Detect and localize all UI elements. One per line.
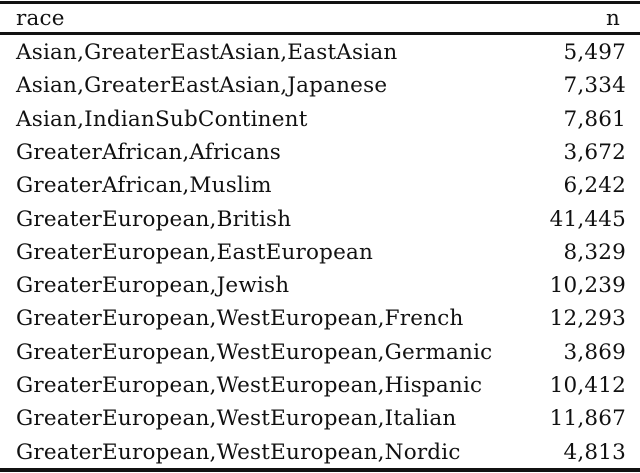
n-cell: 41,445 [549, 206, 626, 232]
table-row: GreaterEuropean,EastEuropean 8,329 [0, 236, 640, 269]
race-cell: GreaterEuropean,WestEuropean,French [16, 306, 464, 332]
header-race: race [16, 6, 65, 31]
table-row: GreaterEuropean,WestEuropean,Nordic 4,813 [0, 436, 640, 469]
header-n: n [605, 6, 620, 31]
race-cell: GreaterEuropean,EastEuropean [16, 239, 374, 265]
n-cell: 10,412 [549, 373, 626, 398]
race-cell: GreaterAfrican,Africans [16, 139, 282, 165]
n-cell: 8,329 [563, 239, 626, 265]
table-row: Asian,GreaterEastAsian,Japanese 7,334 [0, 69, 640, 102]
n-cell: 3,672 [563, 139, 626, 165]
race-cell: Asian,GreaterEastAsian,Japanese [16, 73, 388, 99]
table-row: GreaterAfrican,Muslim 6,242 [0, 169, 640, 202]
table-row: GreaterEuropean,WestEuropean,Italian 11,8… [0, 402, 640, 435]
header-rule [0, 32, 640, 35]
table-row: Asian,GreaterEastAsian,EastAsian 5,497 [0, 36, 640, 69]
race-cell: Asian,IndianSubContinent [16, 106, 308, 132]
table-row: Asian,IndianSubContinent 7,861 [0, 103, 640, 136]
race-cell: GreaterEuropean,WestEuropean,Hispanic [16, 373, 483, 398]
bottom-rule [0, 468, 640, 472]
race-cell: GreaterEuropean,Jewish [16, 273, 290, 299]
table-row: GreaterEuropean,Jewish 10,239 [0, 269, 640, 302]
n-cell: 12,293 [549, 306, 626, 332]
n-cell: 7,861 [563, 106, 626, 132]
table-row: GreaterEuropean,WestEuropean,French 12,29… [0, 302, 640, 335]
n-cell: 5,497 [563, 40, 626, 65]
race-cell: GreaterEuropean,WestEuropean,Italian [16, 406, 457, 432]
n-cell: 7,334 [563, 73, 626, 99]
table-row: GreaterEuropean,British 41,445 [0, 203, 640, 236]
n-cell: 3,869 [563, 339, 626, 365]
table-row: GreaterEuropean,WestEuropean,Germanic 3,8… [0, 336, 640, 369]
n-cell: 10,239 [549, 273, 626, 299]
race-cell: GreaterAfrican,Muslim [16, 173, 272, 199]
n-cell: 11,867 [549, 406, 626, 432]
header-row: race n [0, 2, 640, 35]
top-rule [0, 1, 640, 4]
table-row: GreaterEuropean,WestEuropean,Hispanic 10,… [0, 369, 640, 402]
race-cell: GreaterEuropean,British [16, 206, 292, 232]
n-cell: 6,242 [563, 173, 626, 199]
race-cell: Asian,GreaterEastAsian,EastAsian [16, 40, 398, 65]
table-row: GreaterAfrican,Africans 3,672 [0, 136, 640, 169]
race-cell: GreaterEuropean,WestEuropean,Nordic [16, 439, 461, 465]
race-cell: GreaterEuropean,WestEuropean,Germanic [16, 339, 493, 365]
n-cell: 4,813 [563, 439, 626, 465]
